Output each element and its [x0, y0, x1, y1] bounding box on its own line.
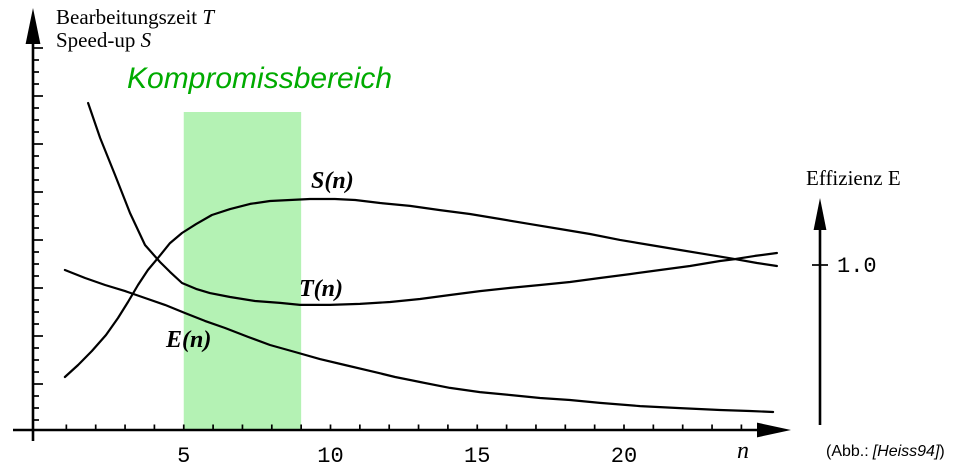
efficiency-tick-labels: 1.0 — [837, 254, 877, 279]
x-axis-tick-labels: 5 10 15 20 — [177, 444, 637, 469]
title-line1-symbol: T — [202, 5, 215, 29]
efficiency-title-text: Effizienz — [806, 166, 883, 190]
x-axis-variable-label: n — [737, 438, 749, 464]
credit-reference: [Heiss94] — [872, 443, 940, 460]
x-axis-arrow-icon — [757, 422, 791, 438]
efficiency-title-symbol: E — [887, 166, 901, 190]
efficiency-axis: 1.0 — [812, 198, 877, 425]
curve-S — [63, 197, 779, 379]
efficiency-axis-title: Effizienz E — [806, 167, 901, 190]
curve-label-S: S(n) — [311, 168, 354, 194]
y-axis-arrow-icon — [25, 8, 41, 44]
credit-suffix: ) — [939, 443, 945, 460]
kompromiss-band — [183, 112, 302, 430]
curve-label-E: E(n) — [166, 327, 212, 353]
title-line1-text: Bearbeitungszeit — [56, 5, 198, 29]
title-line2-symbol: S — [140, 28, 152, 52]
credit: (Abb.: [Heiss94]) — [826, 443, 945, 461]
efficiency-axis-arrow-icon — [813, 198, 827, 230]
credit-prefix: (Abb.: — [826, 443, 869, 460]
svg-text:15: 15 — [464, 444, 490, 469]
left-axis-title-line1: Bearbeitungszeit T — [56, 6, 214, 29]
svg-text:1.0: 1.0 — [837, 254, 877, 279]
y-axis — [25, 8, 43, 441]
y-axis-ticks — [34, 47, 43, 421]
curve-T — [86, 101, 779, 306]
left-axis-title-line2: Speed-up S — [56, 29, 214, 52]
svg-text:10: 10 — [317, 444, 343, 469]
x-axis-ticks — [65, 424, 743, 430]
svg-text:5: 5 — [177, 444, 190, 469]
title-line2-text: Speed-up — [56, 28, 136, 52]
left-axis-title: Bearbeitungszeit T Speed-up S — [56, 6, 214, 52]
curve-E — [63, 268, 775, 414]
svg-text:20: 20 — [611, 444, 637, 469]
curve-label-T: T(n) — [299, 276, 343, 302]
x-axis: 5 10 15 20 — [13, 422, 791, 469]
kompromiss-label: Kompromissbereich — [127, 62, 393, 95]
